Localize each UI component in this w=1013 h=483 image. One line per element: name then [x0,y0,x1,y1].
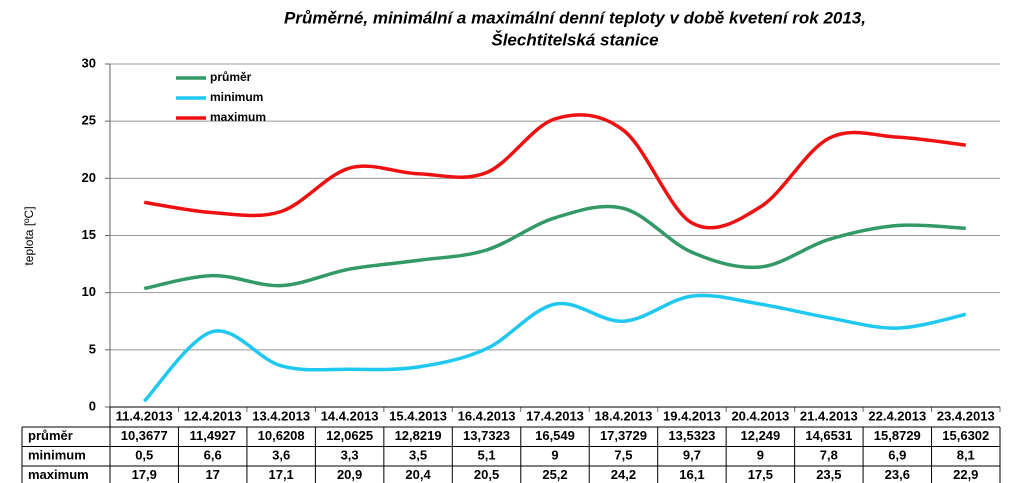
table-cell: 20,5 [474,467,499,482]
table-cell: 22,9 [953,467,978,482]
x-tick-label: 17.4.2013 [526,408,584,423]
x-tick-label: 20.4.2013 [731,408,789,423]
series-line [143,113,966,230]
table-cell: 17,1 [268,467,293,482]
legend-label: minimum [210,90,263,104]
table-row-header: maximum [28,467,89,482]
table-cell: 3,5 [409,448,427,463]
table-cell: 6,9 [888,448,906,463]
table-cell: 24,2 [611,467,636,482]
table-cell: 13,5323 [668,428,715,443]
table-cell: 9 [757,448,764,463]
y-tick-label: 15 [82,227,96,242]
table-cell: 25,2 [542,467,567,482]
table-cell: 9,7 [683,448,701,463]
chart-subtitle: Šlechtitelská stanice [491,30,658,49]
x-tick-label: 11.4.2013 [116,408,173,423]
x-tick-label: 14.4.2013 [321,408,379,423]
table-cell: 6,6 [204,448,222,463]
table-cell: 20,9 [337,467,362,482]
x-tick-label: 22.4.2013 [868,408,926,423]
table-cell: 14,6531 [805,428,852,443]
y-tick-label: 10 [82,284,96,299]
x-tick-label: 18.4.2013 [595,408,653,423]
table-cell: 17,3729 [600,428,647,443]
y-tick-label: 0 [89,398,96,413]
x-tick-label: 12.4.2013 [184,408,242,423]
table-cell: 12,8219 [395,428,442,443]
x-tick-label: 21.4.2013 [800,408,858,423]
table-cell: 10,6208 [258,428,305,443]
table-cell: 17,5 [748,467,773,482]
table-cell: 5,1 [477,448,495,463]
table-cell: 15,8729 [874,428,921,443]
table-cell: 7,5 [614,448,632,463]
legend-label: maximum [210,110,266,124]
table-cell: 8,1 [957,448,975,463]
table-cell: 20,4 [405,467,431,482]
table-cell: 23,6 [885,467,910,482]
table-cell: 23,5 [816,467,841,482]
table-cell: 11,4927 [190,428,236,443]
x-tick-label: 23.4.2013 [937,408,995,423]
table-row-header: minimum [28,448,86,463]
table-cell: 9 [551,448,558,463]
table-row-header: průměr [28,428,73,443]
chart-title: Průměrné, minimální a maximální denní te… [284,8,866,27]
x-tick-label: 13.4.2013 [252,408,310,423]
y-tick-label: 20 [82,170,96,185]
table-cell: 7,8 [820,448,838,463]
table-cell: 10,3677 [121,428,168,443]
x-tick-label: 15.4.2013 [389,408,447,423]
table-cell: 12,249 [741,428,781,443]
legend-label: průměr [210,70,252,84]
table-cell: 3,6 [272,448,290,463]
table-cell: 17,9 [132,467,157,482]
table-cell: 13,7323 [463,428,510,443]
table-cell: 12,0625 [326,428,373,443]
table-cell: 15,6302 [942,428,989,443]
y-tick-label: 30 [82,55,96,70]
x-tick-label: 16.4.2013 [458,408,516,423]
series-line [143,204,966,291]
table-cell: 3,3 [341,448,359,463]
table-cell: 16,1 [679,467,704,482]
table-cell: 0,5 [135,448,153,463]
y-axis-label: teplota [ºC] [22,206,36,265]
y-tick-label: 5 [89,341,96,356]
table-cell: 17 [205,467,219,482]
table-cell: 16,549 [535,428,575,443]
y-tick-label: 25 [82,113,96,128]
x-tick-label: 19.4.2013 [663,408,721,423]
series-line [142,293,967,403]
